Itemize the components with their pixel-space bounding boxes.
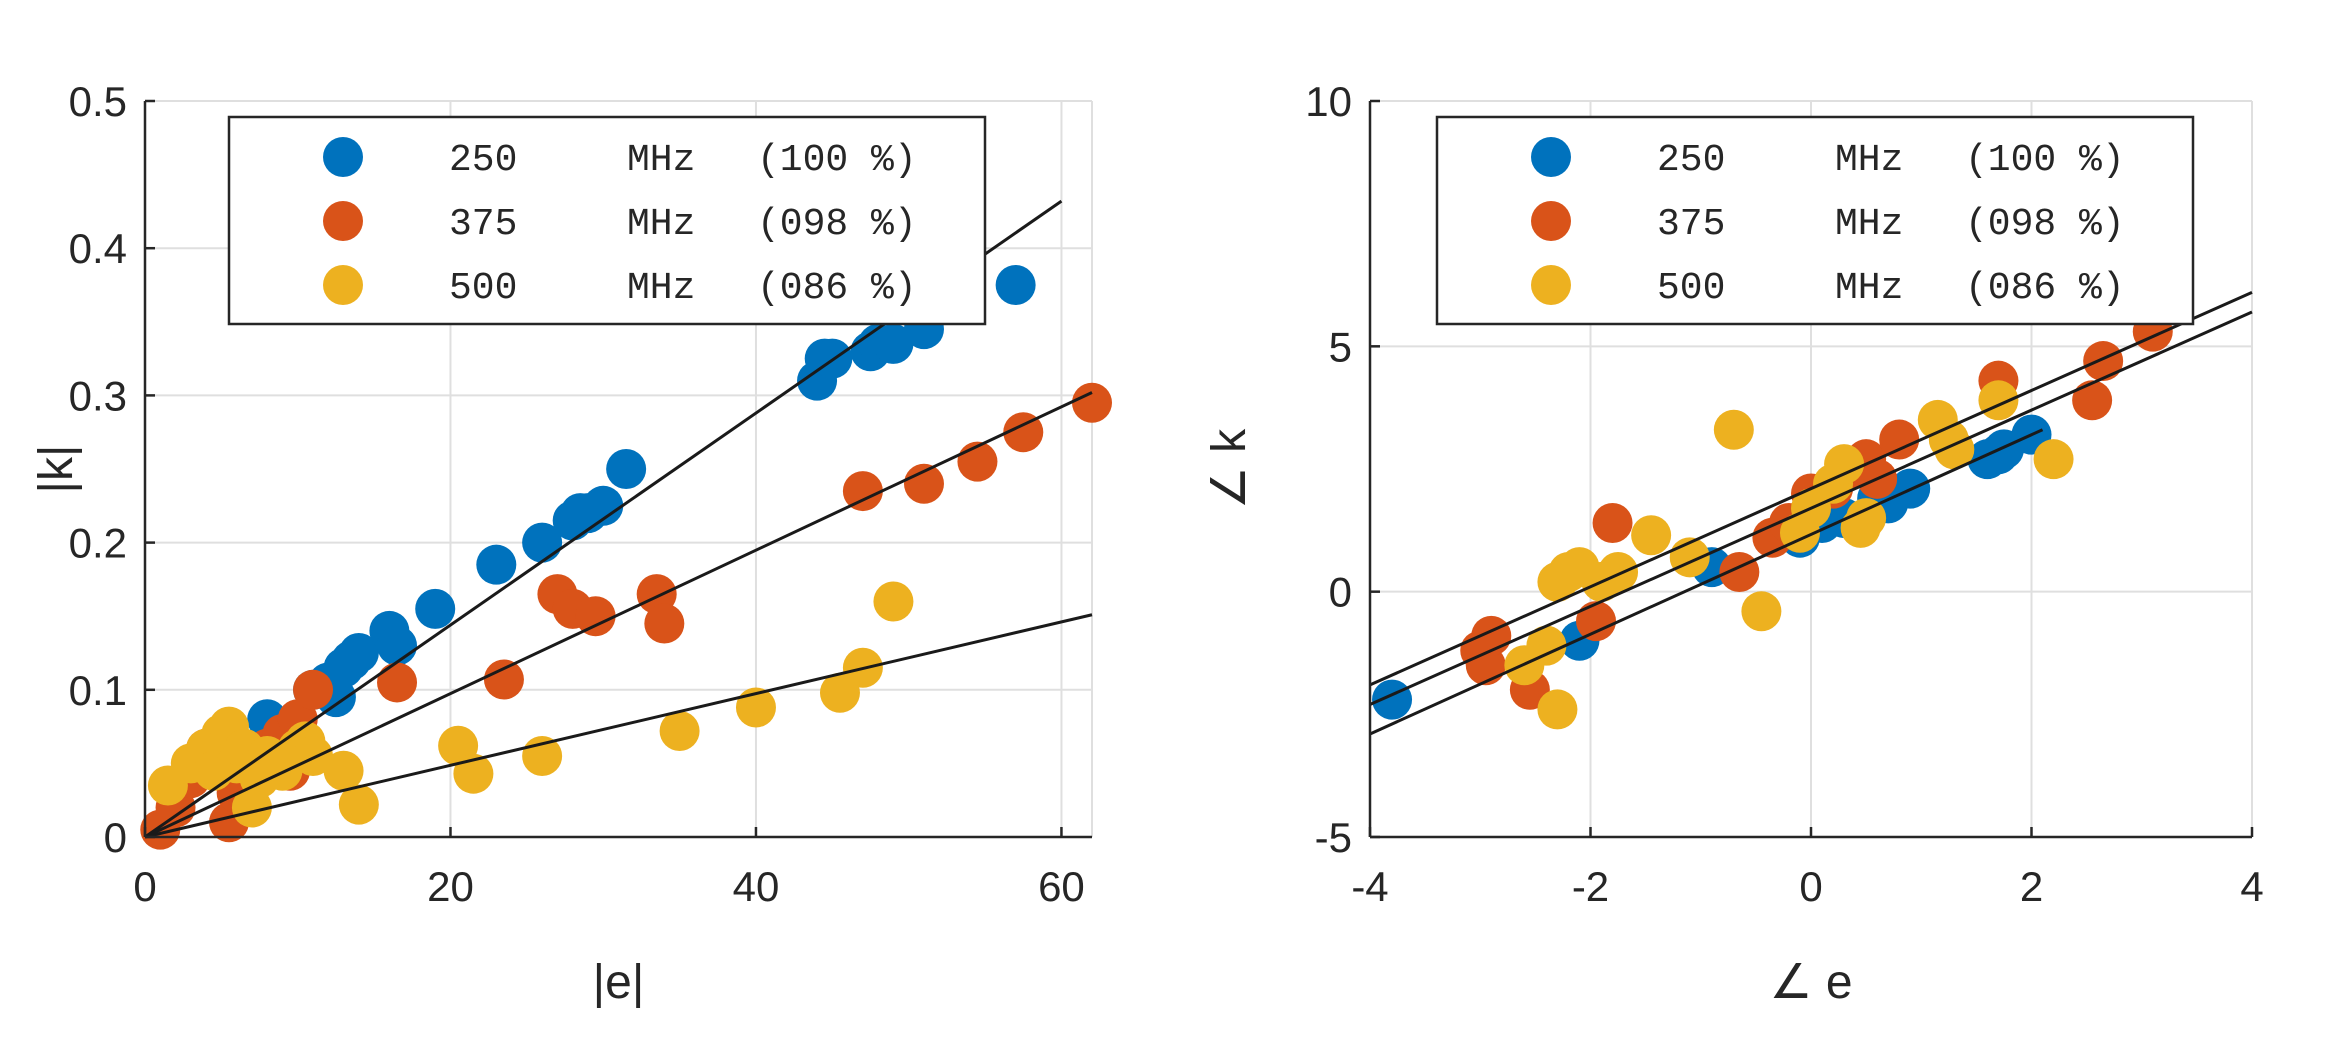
x-tick-label: 0 bbox=[133, 863, 156, 910]
x-tick-label: 40 bbox=[733, 863, 780, 910]
fit-line-500-mhz bbox=[144, 613, 1093, 839]
data-point bbox=[522, 522, 563, 563]
y-tick-label: 0.3 bbox=[69, 372, 127, 419]
legend-label: (086 %) bbox=[757, 267, 917, 310]
y-axis-label: ∠ k bbox=[1203, 428, 1256, 509]
x-tick-label: 0 bbox=[1799, 863, 1822, 910]
series-500-mhz bbox=[1504, 380, 2074, 730]
data-point bbox=[583, 485, 624, 526]
y-tick-label: 0.5 bbox=[69, 78, 127, 125]
legend-label: MHz bbox=[627, 203, 695, 246]
data-point bbox=[1598, 552, 1639, 593]
data-point bbox=[2083, 341, 2124, 382]
legend-label: MHz bbox=[1835, 267, 1903, 310]
data-point bbox=[323, 750, 364, 791]
data-point bbox=[842, 471, 883, 512]
data-point bbox=[415, 588, 456, 629]
legend-label: 375 bbox=[449, 203, 517, 246]
data-point bbox=[1537, 689, 1578, 730]
legend-marker bbox=[323, 137, 363, 177]
legend-marker bbox=[1531, 265, 1571, 305]
data-point bbox=[1741, 591, 1782, 632]
fit-line-500-mhz bbox=[1369, 290, 2253, 687]
data-point bbox=[377, 625, 418, 666]
legend-label: (086 %) bbox=[1965, 267, 2125, 310]
data-point bbox=[1592, 502, 1633, 543]
legend-label: 500 bbox=[1657, 267, 1725, 310]
x-axis-label: ∠ e bbox=[1769, 956, 1852, 1009]
data-point bbox=[1879, 419, 1920, 460]
legend-label: (100 %) bbox=[757, 139, 917, 182]
legend-label: (098 %) bbox=[1965, 203, 2125, 246]
data-point bbox=[1003, 412, 1044, 453]
data-point bbox=[873, 581, 914, 622]
legend-label: MHz bbox=[627, 267, 695, 310]
x-tick-label: -4 bbox=[1351, 863, 1388, 910]
data-point bbox=[995, 265, 1036, 305]
data-point bbox=[1846, 498, 1887, 539]
y-axis-label: |k| bbox=[30, 445, 83, 494]
data-point bbox=[2033, 439, 2074, 480]
left-scatter-plot: 0 20 40 60 0 0.1 0.2 0.3 0.4 0.5 |e| |k| 250 MHz (100 … bbox=[30, 78, 1112, 1009]
data-point bbox=[1072, 382, 1112, 423]
y-tick-label: 0.4 bbox=[69, 225, 127, 272]
y-tick-label: 10 bbox=[1305, 78, 1352, 125]
data-point bbox=[1631, 515, 1672, 556]
y-tick-label: 0 bbox=[104, 814, 127, 861]
data-point bbox=[1713, 409, 1754, 450]
data-point bbox=[476, 544, 517, 585]
legend: 250 MHz (100 %) 375 MHz (098 %) 500 MHz (086 %) bbox=[227, 115, 987, 326]
legend-label: 250 bbox=[449, 139, 517, 182]
fit-line-375-mhz bbox=[1369, 310, 2253, 706]
data-point bbox=[377, 662, 418, 703]
x-tick-label: 4 bbox=[2240, 863, 2263, 910]
legend-label: (098 %) bbox=[757, 203, 917, 246]
x-axis-label: |e| bbox=[593, 956, 645, 1009]
data-point bbox=[873, 323, 914, 364]
y-tick-label: 0.2 bbox=[69, 520, 127, 567]
fit-line-375-mhz bbox=[144, 391, 1093, 839]
x-tick-label: 20 bbox=[427, 863, 474, 910]
x-tick-label: 2 bbox=[2020, 863, 2043, 910]
legend-label: MHz bbox=[627, 139, 695, 182]
legend-label: MHz bbox=[1835, 203, 1903, 246]
data-point bbox=[659, 711, 700, 752]
x-tick-label: 60 bbox=[1038, 863, 1085, 910]
data-point bbox=[903, 463, 944, 504]
fit-line-250-mhz bbox=[1369, 428, 2044, 736]
data-point bbox=[1576, 601, 1617, 642]
legend-label: MHz bbox=[1835, 139, 1903, 182]
data-point bbox=[293, 669, 334, 710]
data-point bbox=[293, 736, 334, 777]
data-point bbox=[2072, 380, 2113, 421]
data-point bbox=[644, 603, 685, 644]
legend-marker bbox=[323, 201, 363, 241]
legend-label: (100 %) bbox=[1965, 139, 2125, 182]
data-point bbox=[606, 449, 647, 489]
legend-label: 500 bbox=[449, 267, 517, 310]
right-scatter-plot: -4 -2 0 2 4 -5 0 5 10 ∠ e ∠ k 250 MHz (100 %) 375 MHz (0… bbox=[1203, 78, 2264, 1009]
data-point bbox=[483, 659, 524, 700]
x-tick-label: -2 bbox=[1572, 863, 1609, 910]
legend-marker bbox=[1531, 137, 1571, 177]
legend-marker bbox=[1531, 201, 1571, 241]
data-point bbox=[1526, 625, 1567, 666]
y-tick-label: 0 bbox=[1329, 569, 1352, 616]
y-tick-label: -5 bbox=[1315, 814, 1352, 861]
legend-label: 250 bbox=[1657, 139, 1725, 182]
legend: 250 MHz (100 %) 375 MHz (098 %) 500 MHz (086 %) bbox=[1435, 115, 2195, 326]
data-point bbox=[1824, 444, 1865, 485]
y-tick-label: 5 bbox=[1329, 323, 1352, 370]
legend-label: 375 bbox=[1657, 203, 1725, 246]
legend-marker bbox=[323, 265, 363, 305]
data-point bbox=[338, 633, 379, 673]
data-point bbox=[575, 596, 616, 637]
data-point bbox=[338, 784, 379, 825]
y-tick-label: 0.1 bbox=[69, 667, 127, 714]
